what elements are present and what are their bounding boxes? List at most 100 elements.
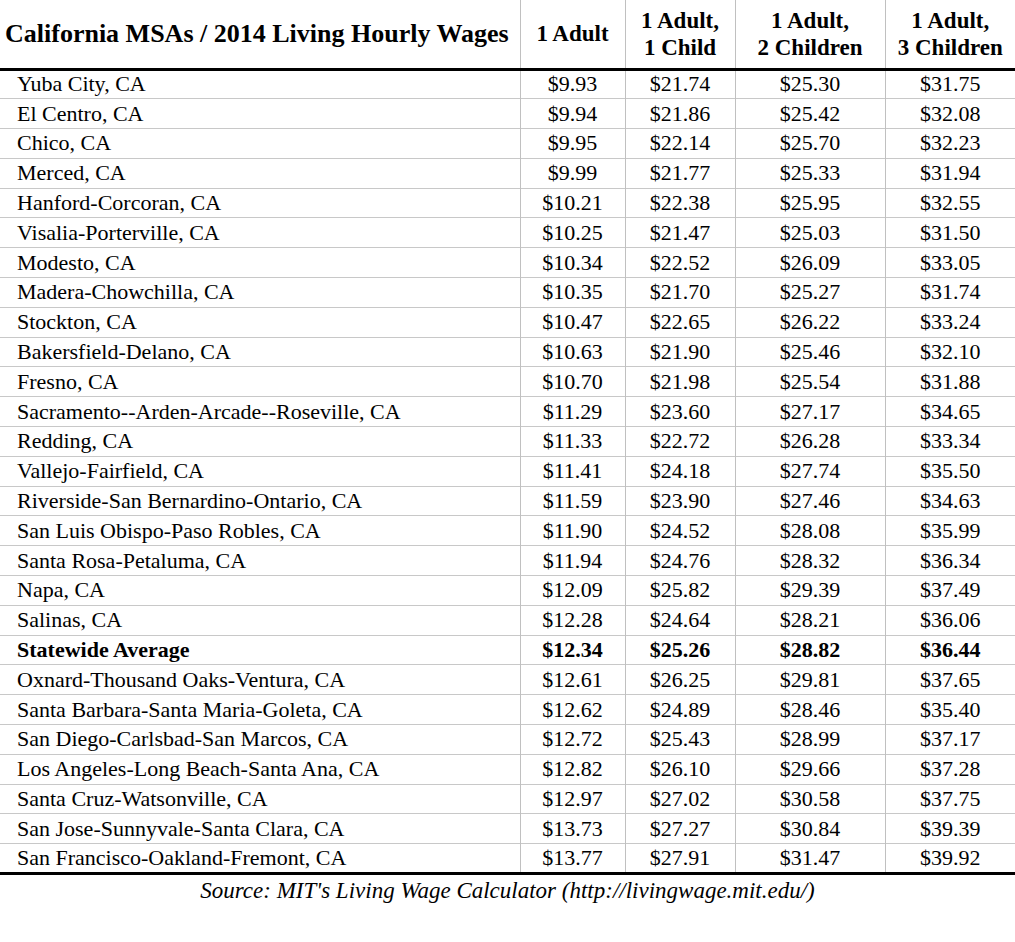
area-cell: Yuba City, CA [0, 69, 520, 99]
value-cell: $30.84 [735, 814, 885, 844]
table-row: Madera-Chowchilla, CA $10.35 $21.70 $25.… [0, 278, 1015, 308]
value-cell: $31.94 [885, 158, 1015, 188]
area-cell: Bakersfield-Delano, CA [0, 337, 520, 367]
value-cell: $11.94 [520, 546, 625, 576]
table-row: Stockton, CA $10.47 $22.65 $26.22 $33.24 [0, 307, 1015, 337]
table-row: Santa Barbara-Santa Maria-Goleta, CA $12… [0, 695, 1015, 725]
value-cell: $26.09 [735, 248, 885, 278]
value-cell: $25.26 [625, 635, 735, 665]
value-cell: $28.21 [735, 605, 885, 635]
table-row: Modesto, CA $10.34 $22.52 $26.09 $33.05 [0, 248, 1015, 278]
area-cell: Fresno, CA [0, 367, 520, 397]
area-cell: Santa Rosa-Petaluma, CA [0, 546, 520, 576]
value-cell: $11.90 [520, 516, 625, 546]
value-cell: $11.33 [520, 427, 625, 457]
value-cell: $9.94 [520, 99, 625, 129]
area-cell: Vallejo-Fairfield, CA [0, 456, 520, 486]
area-cell: Redding, CA [0, 427, 520, 457]
table-row: Bakersfield-Delano, CA $10.63 $21.90 $25… [0, 337, 1015, 367]
value-cell: $39.92 [885, 844, 1015, 874]
value-cell: $35.40 [885, 695, 1015, 725]
value-cell: $28.82 [735, 635, 885, 665]
table-row: Statewide Average $12.34 $25.26 $28.82 $… [0, 635, 1015, 665]
value-cell: $31.88 [885, 367, 1015, 397]
value-cell: $33.34 [885, 427, 1015, 457]
value-cell: $26.28 [735, 427, 885, 457]
area-cell: Los Angeles-Long Beach-Santa Ana, CA [0, 754, 520, 784]
area-cell: San Luis Obispo-Paso Robles, CA [0, 516, 520, 546]
value-cell: $24.52 [625, 516, 735, 546]
value-cell: $10.47 [520, 307, 625, 337]
table-body: Yuba City, CA $9.93 $21.74 $25.30 $31.75… [0, 69, 1015, 874]
table-row: Napa, CA $12.09 $25.82 $29.39 $37.49 [0, 576, 1015, 606]
area-cell: Santa Barbara-Santa Maria-Goleta, CA [0, 695, 520, 725]
area-cell: Sacramento--Arden-Arcade--Roseville, CA [0, 397, 520, 427]
column-header-1-adult: 1 Adult [520, 0, 625, 69]
table-row: San Diego-Carlsbad-San Marcos, CA $12.72… [0, 725, 1015, 755]
value-cell: $31.74 [885, 278, 1015, 308]
area-cell: Statewide Average [0, 635, 520, 665]
value-cell: $21.90 [625, 337, 735, 367]
table-row: Visalia-Porterville, CA $10.25 $21.47 $2… [0, 218, 1015, 248]
value-cell: $31.50 [885, 218, 1015, 248]
value-cell: $27.02 [625, 784, 735, 814]
living-wage-table: California MSAs / 2014 Living Hourly Wag… [0, 0, 1015, 875]
value-cell: $32.10 [885, 337, 1015, 367]
value-cell: $13.73 [520, 814, 625, 844]
area-cell: El Centro, CA [0, 99, 520, 129]
value-cell: $33.24 [885, 307, 1015, 337]
value-cell: $25.30 [735, 69, 885, 99]
area-cell: Merced, CA [0, 158, 520, 188]
value-cell: $21.77 [625, 158, 735, 188]
value-cell: $30.58 [735, 784, 885, 814]
value-cell: $37.65 [885, 665, 1015, 695]
area-cell: Salinas, CA [0, 605, 520, 635]
value-cell: $27.91 [625, 844, 735, 874]
value-cell: $36.44 [885, 635, 1015, 665]
value-cell: $10.34 [520, 248, 625, 278]
value-cell: $28.46 [735, 695, 885, 725]
value-cell: $26.10 [625, 754, 735, 784]
value-cell: $36.34 [885, 546, 1015, 576]
value-cell: $28.32 [735, 546, 885, 576]
table-row: Merced, CA $9.99 $21.77 $25.33 $31.94 [0, 158, 1015, 188]
value-cell: $24.89 [625, 695, 735, 725]
table-row: El Centro, CA $9.94 $21.86 $25.42 $32.08 [0, 99, 1015, 129]
value-cell: $10.25 [520, 218, 625, 248]
value-cell: $12.72 [520, 725, 625, 755]
area-cell: Oxnard-Thousand Oaks-Ventura, CA [0, 665, 520, 695]
value-cell: $21.98 [625, 367, 735, 397]
table-row: Fresno, CA $10.70 $21.98 $25.54 $31.88 [0, 367, 1015, 397]
value-cell: $24.76 [625, 546, 735, 576]
value-cell: $25.82 [625, 576, 735, 606]
value-cell: $37.49 [885, 576, 1015, 606]
value-cell: $29.81 [735, 665, 885, 695]
table-title: California MSAs / 2014 Living Hourly Wag… [0, 0, 520, 69]
value-cell: $22.65 [625, 307, 735, 337]
column-header-1-adult-1-child: 1 Adult, 1 Child [625, 0, 735, 69]
value-cell: $12.61 [520, 665, 625, 695]
value-cell: $29.66 [735, 754, 885, 784]
value-cell: $32.23 [885, 129, 1015, 159]
value-cell: $23.60 [625, 397, 735, 427]
value-cell: $39.39 [885, 814, 1015, 844]
area-cell: Napa, CA [0, 576, 520, 606]
value-cell: $31.75 [885, 69, 1015, 99]
value-cell: $11.41 [520, 456, 625, 486]
table-row: Hanford-Corcoran, CA $10.21 $22.38 $25.9… [0, 188, 1015, 218]
value-cell: $22.72 [625, 427, 735, 457]
area-cell: Chico, CA [0, 129, 520, 159]
value-cell: $12.28 [520, 605, 625, 635]
value-cell: $21.74 [625, 69, 735, 99]
table-row: Oxnard-Thousand Oaks-Ventura, CA $12.61 … [0, 665, 1015, 695]
value-cell: $28.08 [735, 516, 885, 546]
value-cell: $26.25 [625, 665, 735, 695]
value-cell: $31.47 [735, 844, 885, 874]
area-cell: San Diego-Carlsbad-San Marcos, CA [0, 725, 520, 755]
value-cell: $12.62 [520, 695, 625, 725]
column-header-1-adult-2-children: 1 Adult, 2 Children [735, 0, 885, 69]
value-cell: $28.99 [735, 725, 885, 755]
table-row: San Luis Obispo-Paso Robles, CA $11.90 $… [0, 516, 1015, 546]
value-cell: $10.21 [520, 188, 625, 218]
value-cell: $25.33 [735, 158, 885, 188]
